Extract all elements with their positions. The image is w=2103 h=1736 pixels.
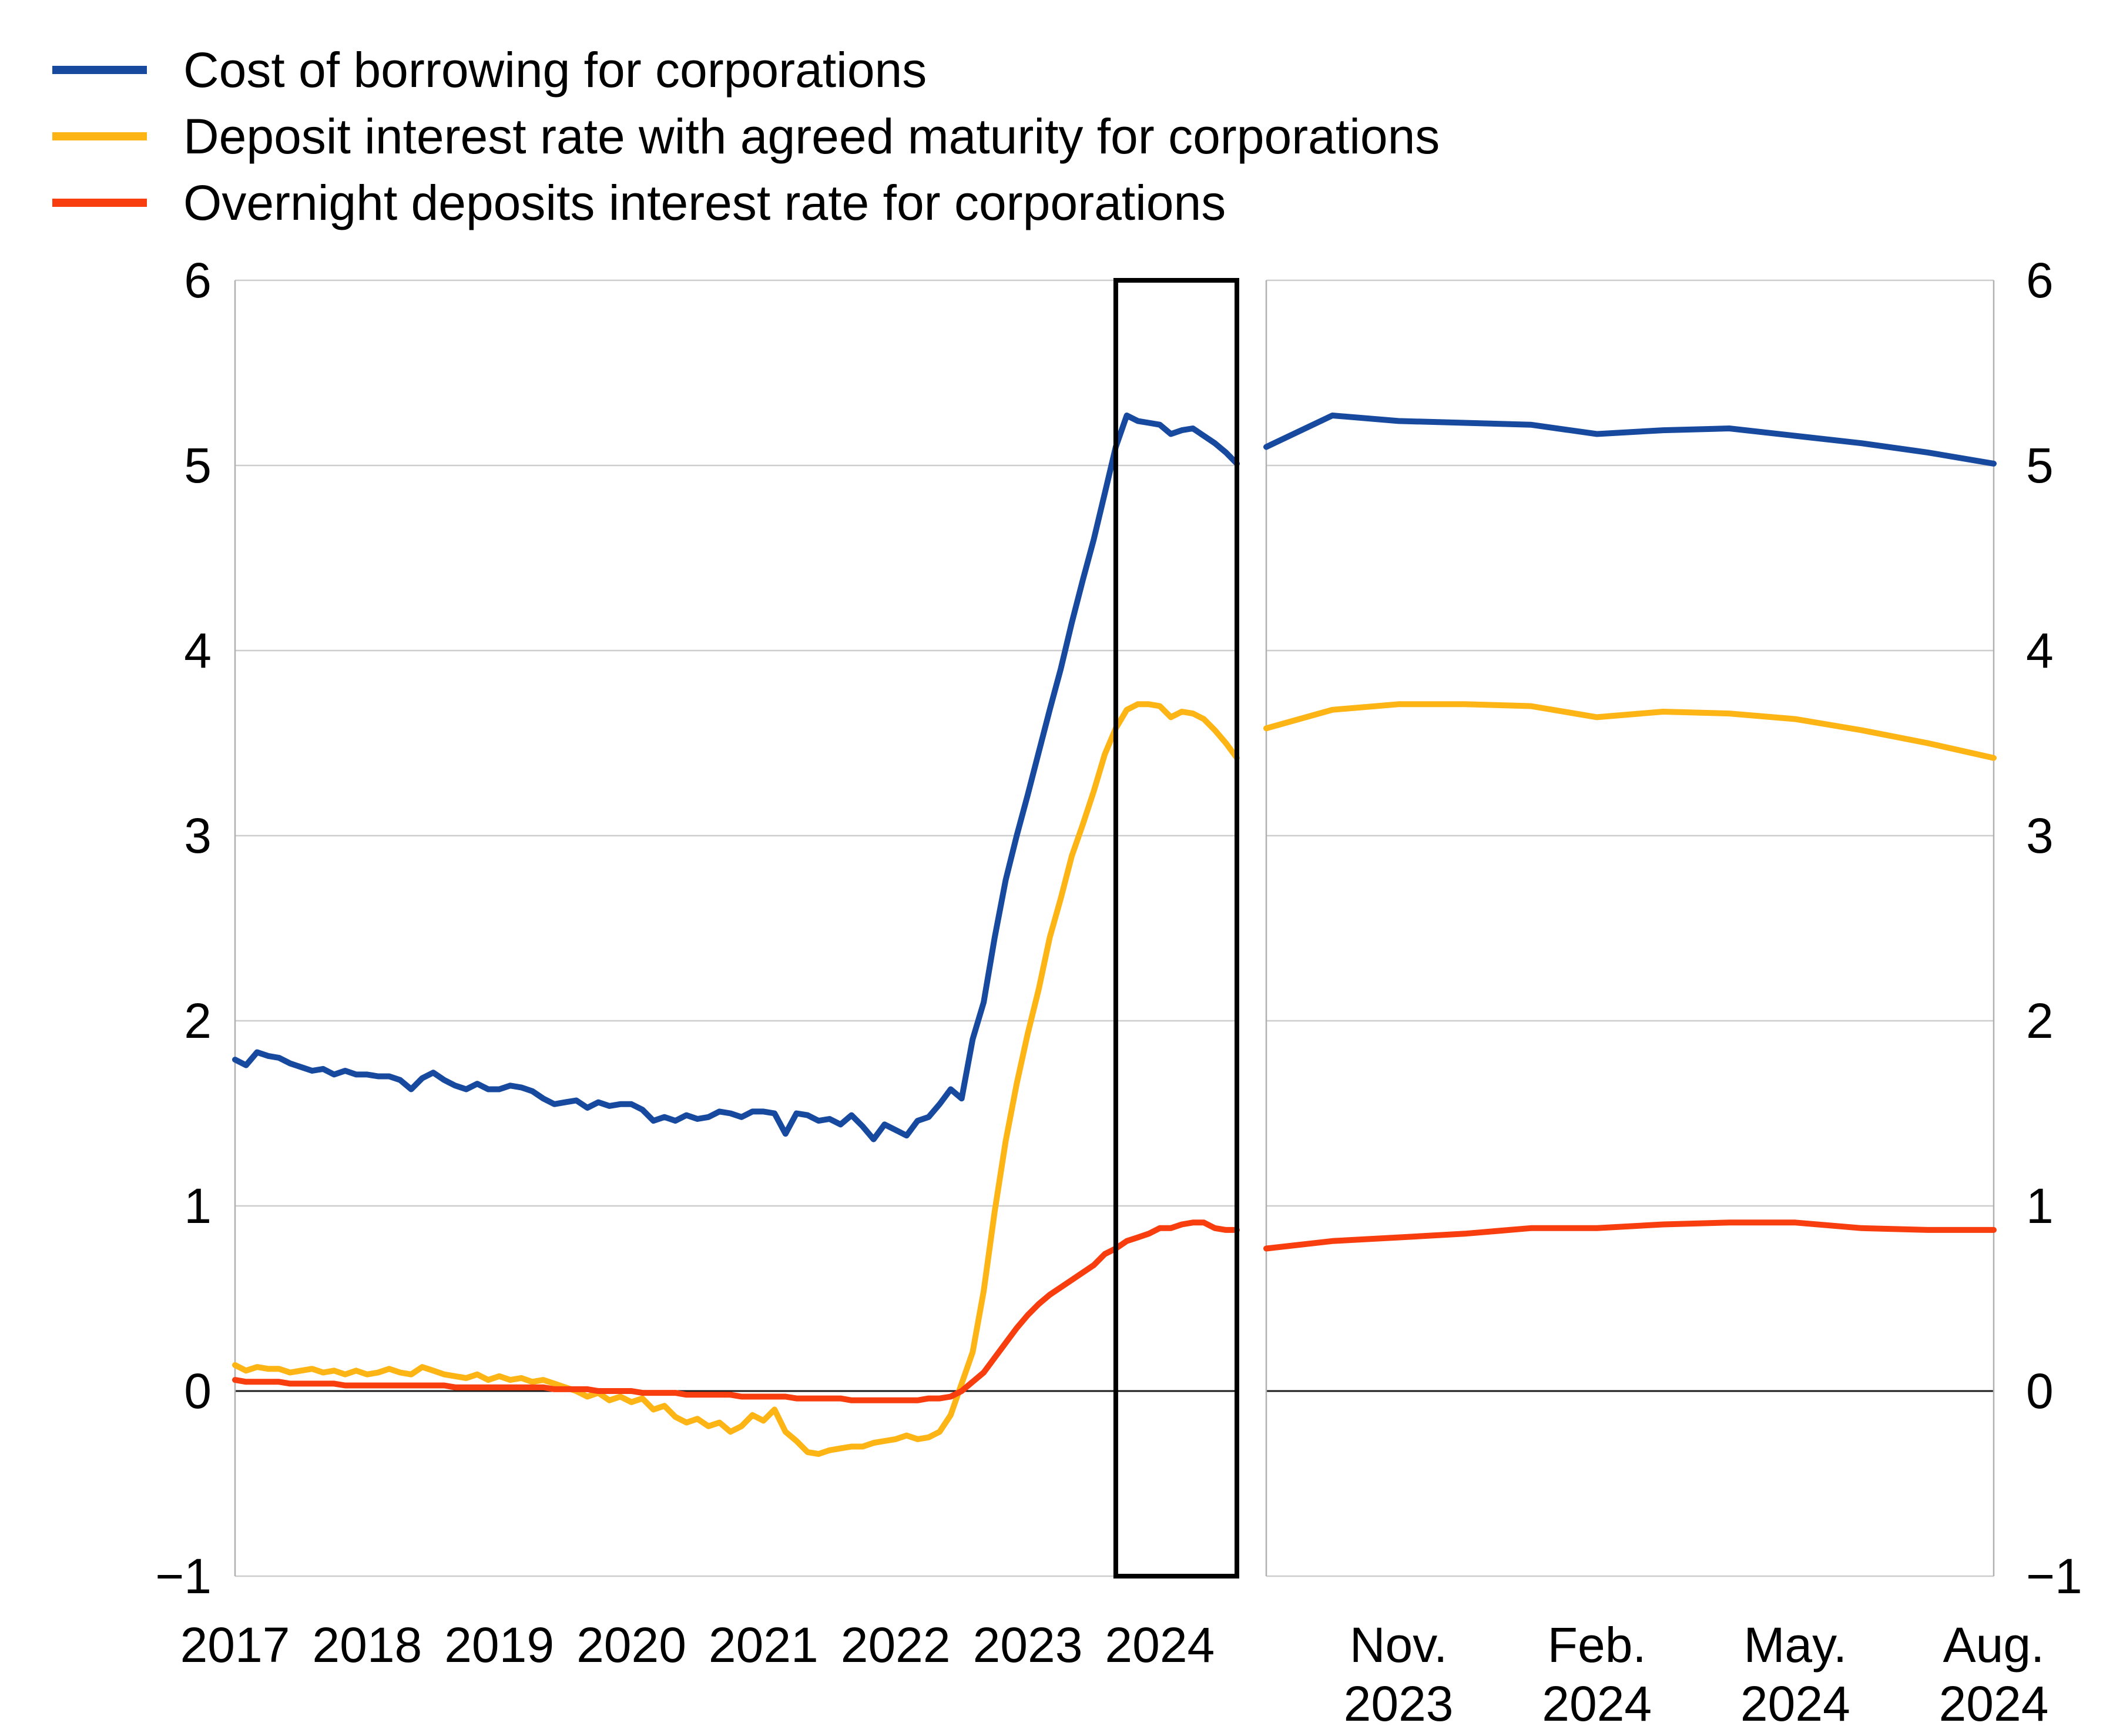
x-axis-label-2022: 2022 <box>841 1617 951 1673</box>
x-axis-label-2017: 2017 <box>180 1617 290 1673</box>
y-axis-label-1: 1 <box>184 1178 212 1234</box>
y-axis-label-6: 6 <box>184 253 212 308</box>
y-axis-label--1: −1 <box>155 1549 212 1604</box>
y-axis-label-0: 0 <box>184 1363 212 1419</box>
legend: Cost of borrowing for corporations Depos… <box>52 42 1440 230</box>
highlight-box-sep2023-aug2024 <box>1113 278 1240 1579</box>
right-panel-zoom-sep2023-aug2024: 6 5 4 3 2 1 0 −1 Nov. 2023 Feb. 2024 May. 2024 Aug. 202… <box>1263 253 2082 1731</box>
x-axis-label-2021: 2021 <box>709 1617 819 1673</box>
y-axis-label-3: 3 <box>2026 808 2054 863</box>
x-axis-label-May.-2024: May. 2024 <box>1740 1617 1850 1731</box>
x-axis-label-Feb.-2024: Feb. 2024 <box>1542 1617 1652 1731</box>
y-axis-label-5: 5 <box>2026 438 2054 493</box>
y-axis-label-3: 3 <box>184 808 212 863</box>
y-axis-label-4: 4 <box>184 623 212 678</box>
x-axis-label-Aug.-2024: Aug. 2024 <box>1939 1617 2049 1731</box>
x-axis-label-2019: 2019 <box>444 1617 554 1673</box>
series-line-overnight-deposits-interest-rate-for-corporations <box>232 1219 1240 1403</box>
y-axis-label-1: 1 <box>2026 1178 2054 1234</box>
legend-label-deposit-agreed-maturity: Deposit interest rate with agreed maturi… <box>183 109 1440 164</box>
x-axis-label-2023: 2023 <box>973 1617 1083 1673</box>
x-axis-label-Nov.-2023: Nov. 2023 <box>1344 1617 1454 1731</box>
series-line-overnight-deposits-interest-rate-for-corporations <box>1263 1219 1997 1252</box>
series-line-deposit-interest-rate-with-agreed-maturity-for-corporations <box>232 701 1240 1457</box>
x-axis-label-2018: 2018 <box>312 1617 422 1673</box>
legend-label-overnight-deposits: Overnight deposits interest rate for cor… <box>183 175 1226 230</box>
series-line-cost-of-borrowing-for-corporations <box>1263 413 1997 467</box>
y-axis-label-4: 4 <box>2026 623 2054 678</box>
series-line-deposit-interest-rate-with-agreed-maturity-for-corporations <box>1263 701 1997 761</box>
y-axis-label-6: 6 <box>2026 253 2054 308</box>
y-axis-label--1: −1 <box>2026 1549 2082 1604</box>
x-axis-label-2024: 2024 <box>1105 1617 1215 1673</box>
left-panel-2017-2024: 6 5 4 3 2 1 0 −1 2017 2018 2019 2020 2021 2022 2023 202… <box>155 253 1240 1673</box>
y-axis-label-0: 0 <box>2026 1363 2054 1419</box>
y-axis-label-2: 2 <box>2026 993 2054 1048</box>
y-axis-label-2: 2 <box>184 993 212 1048</box>
x-axis-label-2020: 2020 <box>576 1617 686 1673</box>
y-axis-label-5: 5 <box>184 438 212 493</box>
series-line-cost-of-borrowing-for-corporations <box>232 413 1240 1142</box>
legend-label-cost-of-borrowing: Cost of borrowing for corporations <box>183 42 927 98</box>
